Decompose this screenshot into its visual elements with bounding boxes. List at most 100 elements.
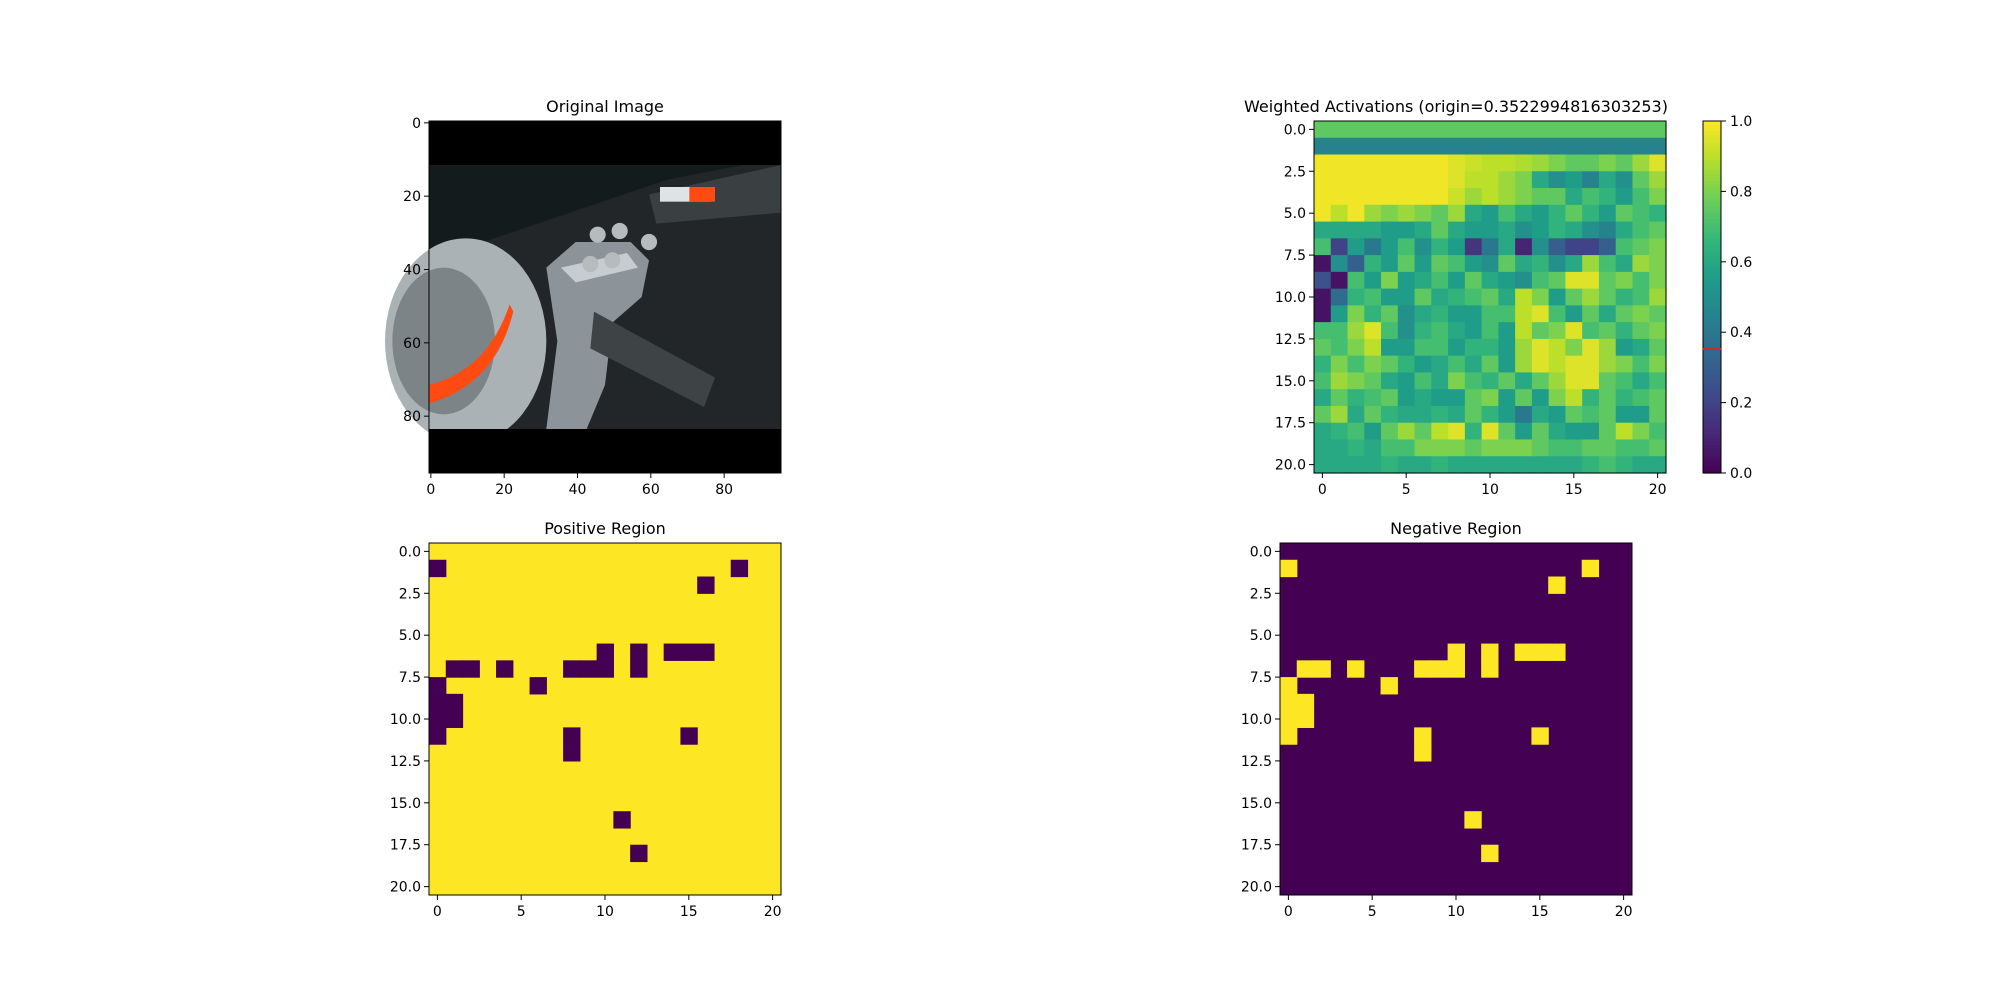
heatmap-cell <box>1364 422 1382 441</box>
heatmap-cell <box>1615 238 1634 256</box>
heatmap-cell <box>1649 154 1667 172</box>
heatmap-cell <box>1431 271 1449 290</box>
heatmap-cell <box>1498 137 1516 156</box>
colorbar-segment <box>1703 194 1721 200</box>
colorbar-segment <box>1703 332 1721 337</box>
heatmap-cell <box>1314 171 1332 189</box>
heatmap-cell <box>1531 238 1550 256</box>
heatmap-cell <box>1431 204 1449 223</box>
heatmap-cell <box>1515 372 1533 390</box>
heatmap-cell <box>1498 188 1516 206</box>
heatmap-cell <box>1531 405 1550 424</box>
heatmap-cell <box>1531 204 1550 223</box>
heatmap-cell <box>1314 271 1332 290</box>
heatmap-cell <box>1481 271 1499 290</box>
heatmap-cell <box>1598 271 1617 290</box>
heatmap-cell <box>1314 389 1332 407</box>
heatmap-cell <box>1448 372 1466 390</box>
heatmap-cell <box>1364 154 1382 172</box>
heatmap-cell <box>1649 121 1667 139</box>
heatmap-cell <box>1330 154 1349 172</box>
heatmap-cell <box>1397 288 1416 306</box>
y-tick-label: 10.0 <box>390 712 421 728</box>
colorbar-segment <box>1703 191 1721 196</box>
heatmap-cell <box>1598 389 1617 407</box>
colorbar-tick-label: 0.2 <box>1730 396 1752 412</box>
y-tick-label: 2.5 <box>399 586 421 602</box>
heatmap-cell <box>1548 372 1567 390</box>
colorbar-segment <box>1703 258 1721 263</box>
colorbar-segment <box>1703 187 1721 192</box>
heatmap-cell <box>1632 121 1650 139</box>
heatmap-cell <box>1431 338 1449 357</box>
heatmap-cell <box>1515 389 1533 407</box>
heatmap-cell <box>1598 322 1617 340</box>
region-cell <box>1481 643 1499 661</box>
heatmap-cell <box>1565 204 1583 223</box>
heatmap-cell <box>1632 372 1650 390</box>
positive-region-heatmap <box>429 543 781 895</box>
x-tick-label: 0 <box>433 904 442 920</box>
colorbar: 0.0 0.2 0.4 0.6 0.8 1.0 <box>1702 114 1752 482</box>
region-cell <box>680 727 698 745</box>
heatmap-cell <box>1481 238 1499 256</box>
heatmap-cell <box>1649 372 1667 390</box>
colorbar-segment <box>1703 465 1721 471</box>
region-cell <box>697 643 715 661</box>
heatmap-cell <box>1649 221 1667 239</box>
heatmap-cell <box>1464 422 1483 441</box>
colorbar-segment <box>1703 381 1721 386</box>
x-tick-label: 15 <box>1565 482 1583 498</box>
heatmap-cell <box>1649 171 1667 189</box>
heatmap-cell <box>1330 422 1349 441</box>
heatmap-cell <box>1531 372 1550 390</box>
bolt-head <box>589 226 606 243</box>
heatmap-cell <box>1498 154 1516 172</box>
heatmap-cell <box>1448 121 1466 139</box>
heatmap-cell <box>1548 355 1567 374</box>
region-cell <box>1380 677 1398 695</box>
colorbar-segment <box>1703 321 1721 326</box>
heatmap-cell <box>1431 137 1449 156</box>
heatmap-cell <box>1498 405 1516 424</box>
heatmap-cell <box>1565 305 1583 323</box>
heatmap-cell <box>1414 372 1432 390</box>
heatmap-cell <box>1632 305 1650 323</box>
y-tick-label: 0.0 <box>1284 122 1306 138</box>
region-cell <box>1280 677 1298 695</box>
y-tick-label: 12.5 <box>1275 332 1306 348</box>
heatmap-cell <box>1314 154 1332 172</box>
heatmap-cell <box>1397 204 1416 223</box>
heatmap-cell <box>1565 389 1583 407</box>
heatmap-cell <box>1481 121 1499 139</box>
heatmap-cell <box>1364 389 1382 407</box>
heatmap-cell <box>1364 171 1382 189</box>
heatmap-cell <box>1498 271 1516 290</box>
region-cell <box>1347 660 1365 678</box>
colorbar-segment <box>1703 402 1721 407</box>
heatmap-cell <box>1381 238 1399 256</box>
heatmap-cell <box>1598 171 1617 189</box>
heatmap-cell <box>1347 204 1365 223</box>
heatmap-cell <box>1314 439 1332 457</box>
colorbar-segment <box>1703 131 1721 136</box>
colorbar-segment <box>1703 356 1721 361</box>
heatmap-cell <box>1330 456 1349 474</box>
colorbar-segment <box>1703 265 1721 270</box>
heatmap-cell <box>1364 137 1382 156</box>
region-cell <box>680 643 698 661</box>
heatmap-cell <box>1598 305 1617 323</box>
heatmap-cell <box>1347 171 1365 189</box>
heatmap-cell <box>1632 137 1650 156</box>
heatmap-cell <box>1615 271 1634 290</box>
heatmap-cell <box>1531 255 1550 273</box>
heatmap-cell <box>1498 255 1516 273</box>
heatmap-cell <box>1515 305 1533 323</box>
heatmap-cell <box>1565 171 1583 189</box>
heatmap-cell <box>1330 255 1349 273</box>
heatmap-cell <box>1364 121 1382 139</box>
region-cell <box>445 710 464 728</box>
heatmap-cell <box>1615 305 1634 323</box>
region-cell <box>1481 844 1499 863</box>
heatmap-cell <box>1498 204 1516 223</box>
